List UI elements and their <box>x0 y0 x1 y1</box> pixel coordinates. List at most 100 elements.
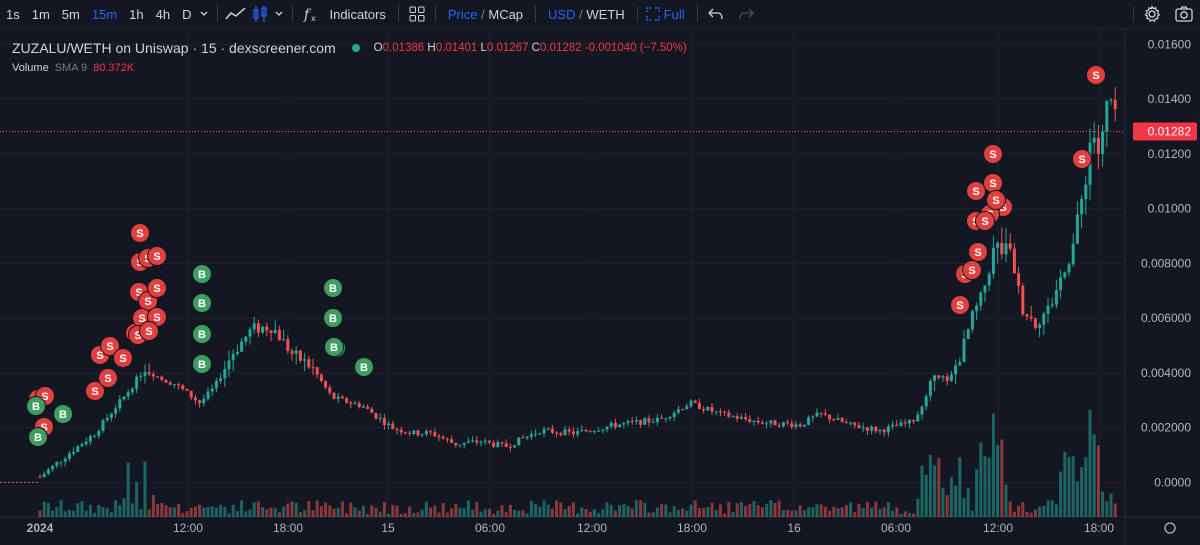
buy-marker[interactable]: B <box>323 278 343 298</box>
volume-bar <box>80 501 84 517</box>
sell-marker[interactable]: S <box>962 260 982 280</box>
line-chart-icon[interactable] <box>224 2 248 26</box>
sell-marker[interactable]: S <box>147 246 167 266</box>
sell-marker[interactable]: S <box>130 223 150 243</box>
candle-body <box>265 326 269 331</box>
sell-marker[interactable]: S <box>147 278 167 298</box>
svg-text:S: S <box>981 216 988 228</box>
chevron-down-icon[interactable] <box>197 2 211 26</box>
buy-marker[interactable]: B <box>192 324 212 344</box>
chevron-down-icon[interactable] <box>272 2 286 26</box>
candle-body <box>1096 137 1100 154</box>
sell-marker[interactable]: S <box>950 295 970 315</box>
mcap-option[interactable]: MCap <box>488 6 524 22</box>
candle-body <box>811 416 815 418</box>
settings-gear-icon[interactable] <box>1140 2 1164 26</box>
candle-body <box>882 429 886 433</box>
candle-body <box>744 416 748 420</box>
volume-bar <box>630 508 634 517</box>
buy-marker[interactable]: B <box>324 337 344 357</box>
sell-marker[interactable]: S <box>100 336 120 356</box>
sell-marker[interactable]: S <box>1072 149 1092 169</box>
camera-icon[interactable] <box>1172 2 1196 26</box>
candle-body <box>336 396 340 399</box>
buy-marker[interactable]: B <box>192 293 212 313</box>
candle-body <box>534 433 538 435</box>
volume-bar <box>55 507 59 517</box>
settings-gear-icon[interactable] <box>1164 522 1176 534</box>
layout-grid-icon[interactable] <box>405 2 429 26</box>
redo-icon[interactable] <box>734 2 758 26</box>
candle-body <box>823 413 827 415</box>
candle-body <box>529 434 533 437</box>
sell-marker[interactable]: S <box>139 321 159 341</box>
fullscreen-icon[interactable] <box>644 2 662 26</box>
volume-bar <box>542 500 546 517</box>
usd-option[interactable]: USD <box>548 6 576 22</box>
timeframe-D[interactable]: D <box>182 6 192 22</box>
buy-marker[interactable]: B <box>53 404 73 424</box>
candle-body <box>105 417 109 421</box>
candle-body <box>563 429 567 436</box>
candle-body <box>954 365 958 375</box>
candle-body <box>256 323 260 333</box>
sell-marker[interactable]: S <box>98 368 118 388</box>
sell-marker[interactable]: S <box>966 181 986 201</box>
sell-marker[interactable]: S <box>975 211 995 231</box>
candlestick-icon[interactable] <box>248 2 272 26</box>
volume-bar <box>786 510 790 517</box>
sell-marker[interactable]: S <box>85 381 105 401</box>
candle-body <box>42 473 46 477</box>
volume-bar <box>752 501 756 517</box>
timeframe-4h[interactable]: 4h <box>155 6 171 22</box>
timeframe-15m[interactable]: 15m <box>91 6 118 22</box>
timeframe-1h[interactable]: 1h <box>129 6 144 22</box>
buy-marker[interactable]: B <box>323 308 343 328</box>
weth-option[interactable]: WETH <box>586 6 625 22</box>
buy-marker[interactable]: B <box>28 427 48 447</box>
candle-body <box>38 476 42 478</box>
candle-body <box>618 424 622 428</box>
candle-body <box>483 440 487 443</box>
x-tick-label: 18:00 <box>273 521 303 535</box>
volume-bar <box>899 513 903 517</box>
pair-title: ZUZALU/WETH on Uniswap · 15 · dexscreene… <box>12 40 336 56</box>
buy-marker[interactable]: B <box>192 354 212 374</box>
candle-body <box>357 403 361 408</box>
volume-bar <box>244 511 248 517</box>
candle-body <box>500 442 504 444</box>
sell-marker[interactable]: S <box>983 173 1003 193</box>
sell-marker[interactable]: S <box>986 190 1006 210</box>
sell-marker[interactable]: S <box>1086 65 1106 85</box>
volume-bar <box>975 469 979 517</box>
timeframe-1m[interactable]: 1m <box>31 6 50 22</box>
sell-marker[interactable]: S <box>983 144 1003 164</box>
undo-icon[interactable] <box>704 2 728 26</box>
volume-bar <box>1063 451 1067 517</box>
buy-marker[interactable]: B <box>354 357 374 377</box>
candle-body <box>1033 318 1037 328</box>
candle-body <box>282 339 286 341</box>
sell-marker[interactable]: S <box>113 348 133 368</box>
volume-bar <box>147 509 151 517</box>
candle-body <box>807 417 811 425</box>
volume-bar <box>458 507 462 517</box>
volume-bar <box>332 508 336 517</box>
buy-marker[interactable]: B <box>192 264 212 284</box>
sell-marker[interactable]: S <box>968 242 988 262</box>
x-tick-label: 12:00 <box>983 521 1013 535</box>
timeframe-5m[interactable]: 5m <box>61 6 80 22</box>
price-mcap-toggle[interactable]: Price / MCap <box>442 7 529 22</box>
volume-bar <box>962 498 966 517</box>
timeframe-1s[interactable]: 1s <box>6 6 20 22</box>
buy-marker[interactable]: B <box>26 396 46 416</box>
candle-body <box>160 376 164 380</box>
price-option[interactable]: Price <box>447 6 478 22</box>
currency-toggle[interactable]: USD / WETH <box>542 7 631 22</box>
price-chart[interactable]: 0.01600 0.01400 0.01200 0.01000 0.008000 0.00… <box>0 28 1200 545</box>
candle-body <box>88 436 92 442</box>
full-button[interactable]: Full <box>663 6 685 22</box>
indicators-button[interactable]: Indicators <box>329 6 386 22</box>
volume-bar <box>773 502 777 517</box>
